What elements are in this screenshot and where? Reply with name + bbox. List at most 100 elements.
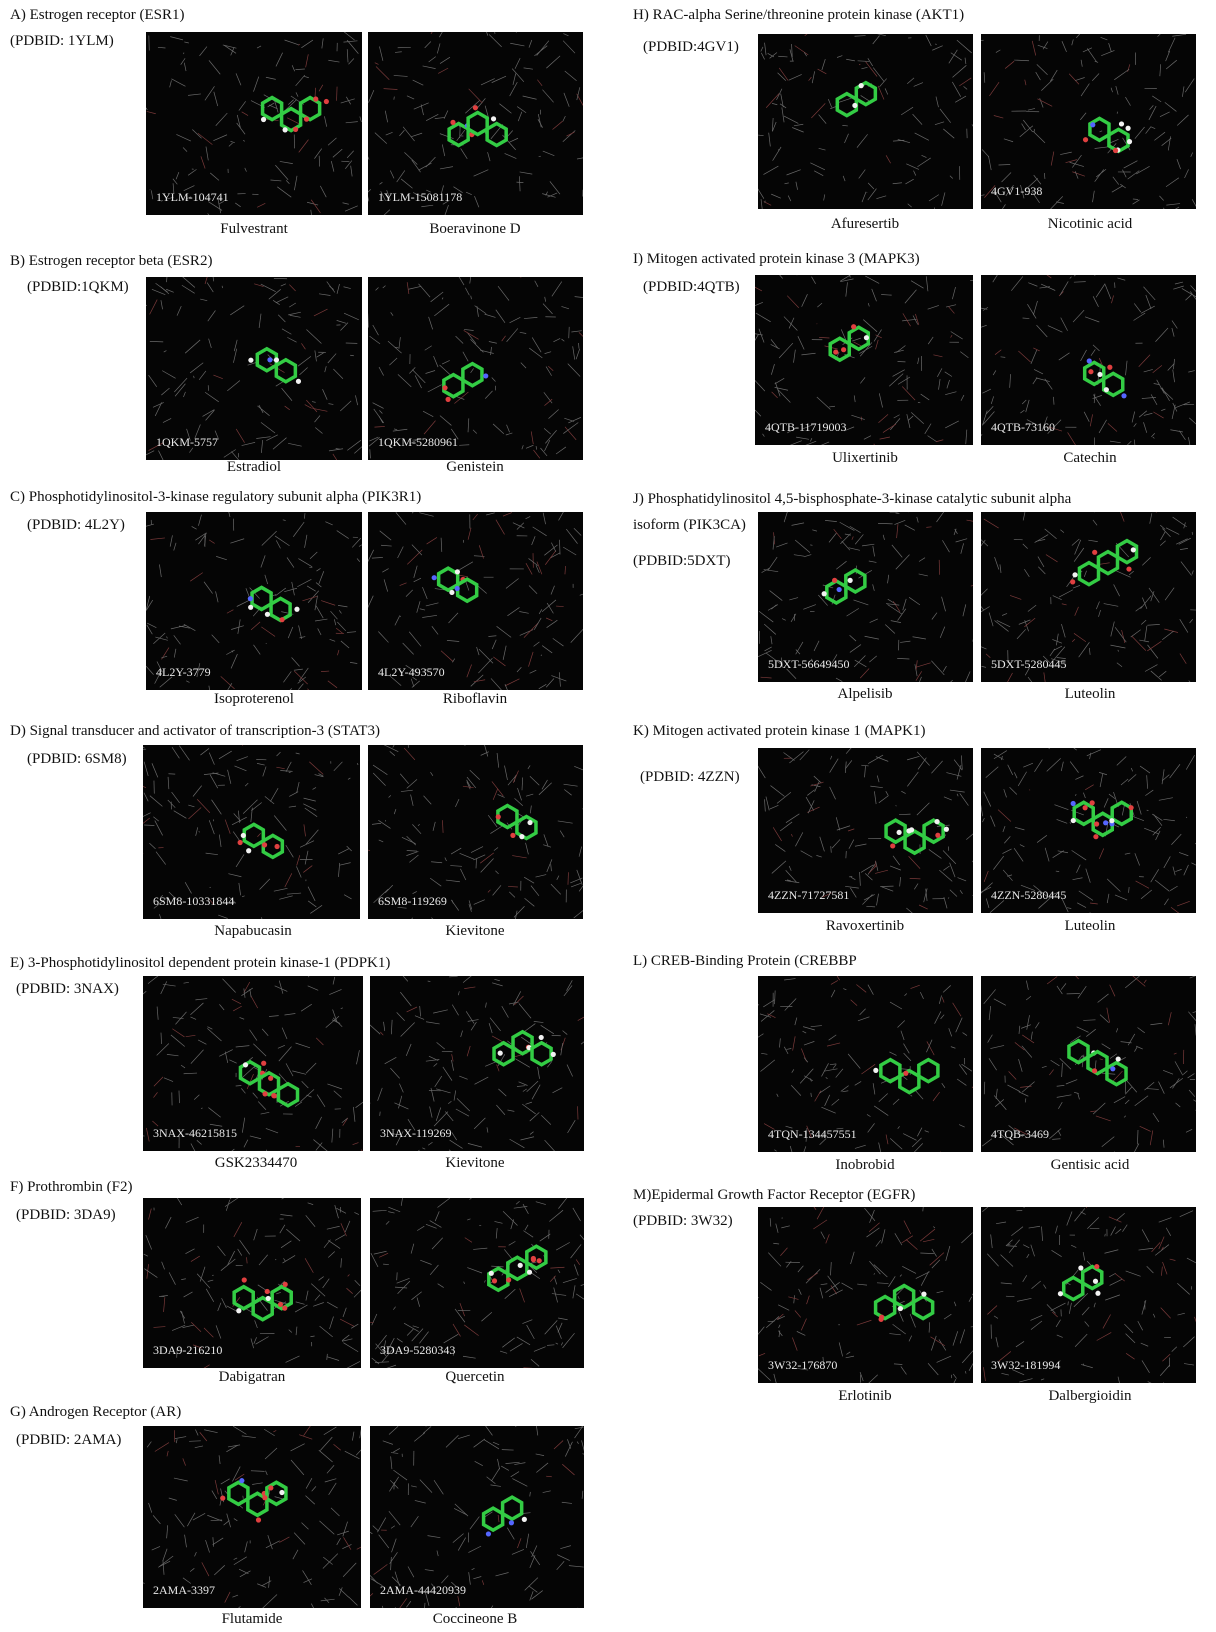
protein-residue [1191, 862, 1196, 866]
protein-residue [158, 450, 164, 460]
protein-residue [1163, 818, 1175, 822]
protein-residue [522, 1203, 529, 1215]
protein-residue [224, 1198, 239, 1207]
protein-residue [509, 317, 521, 324]
protein-residue [486, 32, 489, 36]
protein-residue [1134, 1143, 1140, 1152]
protein-residue [446, 640, 460, 642]
protein-residue [995, 1337, 999, 1348]
ligand-atom [265, 1295, 271, 1302]
protein-residue [885, 155, 891, 164]
panel-j-subtitle: isoform (PIK3CA) [633, 517, 746, 533]
protein-residue [397, 906, 407, 909]
protein-residue [484, 745, 489, 757]
protein-residue [224, 1591, 231, 1603]
protein-residue [777, 389, 791, 403]
protein-residue [516, 1085, 526, 1087]
protein-residue [425, 1224, 437, 1229]
protein-residue [765, 93, 780, 108]
protein-residue [352, 1431, 355, 1441]
ligand-atom [1091, 1068, 1098, 1074]
protein-residue [330, 610, 338, 620]
protein-residue [296, 866, 302, 878]
protein-residue [927, 305, 939, 310]
protein-residue [146, 624, 153, 635]
protein-residue [1036, 324, 1048, 338]
protein-residue [867, 303, 870, 307]
protein-residue [432, 821, 436, 831]
panel-e-title: E) 3-Phosphotidylinositol dependent prot… [10, 955, 391, 971]
protein-residue [1086, 48, 1097, 63]
protein-residue [1104, 1233, 1106, 1237]
protein-residue [276, 1292, 281, 1295]
protein-residue [854, 1144, 866, 1149]
protein-residue [1144, 664, 1158, 672]
protein-residue [290, 1443, 305, 1452]
protein-residue [1140, 889, 1153, 900]
ligand-atom [260, 116, 267, 123]
protein-residue [903, 1133, 917, 1141]
protein-residue [1143, 286, 1156, 301]
compound-name: Quercetin [445, 1369, 505, 1385]
ligand-ring [232, 1284, 255, 1311]
protein-residue [900, 1366, 907, 1375]
protein-residue [174, 1514, 185, 1528]
protein-residue [162, 1559, 165, 1575]
protein-residue [497, 1458, 500, 1470]
protein-residue [187, 169, 197, 176]
protein-residue [544, 550, 557, 565]
protein-residue [474, 195, 480, 208]
protein-residue [215, 591, 219, 603]
protein-residue [543, 834, 549, 847]
protein-residue [1060, 983, 1067, 990]
protein-residue [279, 895, 293, 900]
protein-residue [1003, 138, 1014, 143]
protein-residue [760, 52, 765, 60]
protein-residue [410, 794, 414, 806]
docking-image: 3W32-181994 [981, 1207, 1196, 1383]
protein-residue [341, 1118, 348, 1124]
protein-residue [1047, 325, 1063, 333]
protein-residue [341, 1338, 353, 1342]
protein-residue [318, 84, 324, 92]
protein-residue [544, 1320, 558, 1335]
protein-residue [422, 586, 428, 600]
ligand-atom [521, 1516, 527, 1522]
protein-residue [873, 1264, 888, 1278]
protein-residue [276, 751, 281, 757]
protein-residue [1105, 1294, 1121, 1301]
protein-residue [535, 874, 547, 878]
protein-residue [990, 396, 994, 404]
ligand-ring [828, 336, 852, 363]
protein-residue [861, 764, 869, 767]
protein-residue [793, 554, 805, 557]
protein-residue [185, 1248, 195, 1254]
protein-residue [303, 824, 306, 837]
protein-residue [790, 613, 797, 623]
ligand-ring [500, 1495, 524, 1522]
protein-residue [399, 582, 407, 586]
protein-residue [760, 1059, 776, 1072]
protein-residue [408, 285, 422, 290]
protein-residue [486, 1127, 489, 1133]
ligand-atom [527, 819, 533, 826]
protein-residue [459, 444, 470, 446]
protein-residue [904, 524, 915, 531]
ligand-ring [1067, 1038, 1090, 1065]
protein-residue [351, 537, 362, 548]
protein-residue [892, 1098, 900, 1105]
protein-residue [1194, 842, 1196, 845]
protein-residue [321, 670, 330, 672]
protein-residue [812, 529, 818, 532]
protein-residue [406, 851, 419, 856]
protein-residue [922, 1238, 935, 1243]
protein-residue [413, 565, 418, 578]
protein-residue [174, 383, 186, 397]
protein-residue [248, 1057, 253, 1061]
protein-residue [1083, 411, 1090, 422]
compound-name: Luteolin [1064, 686, 1116, 702]
protein-residue [431, 1237, 443, 1250]
protein-residue [419, 1479, 433, 1493]
protein-residue [193, 375, 195, 379]
protein-residue [1061, 603, 1067, 606]
